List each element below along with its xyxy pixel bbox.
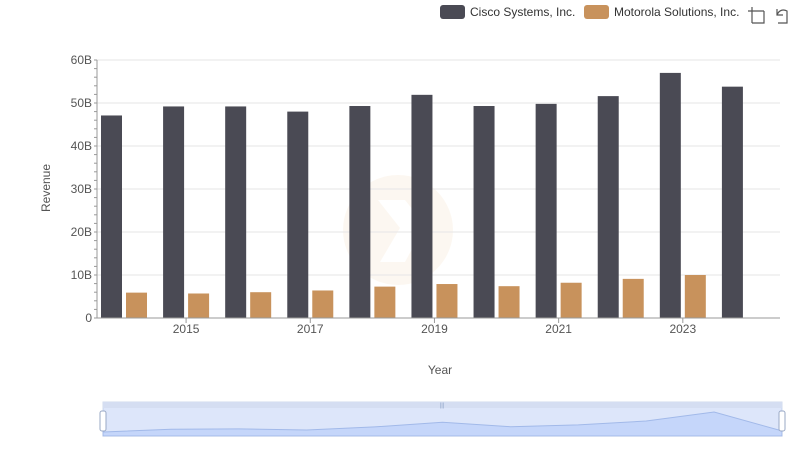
bar-cisco-2019[interactable]: [411, 94, 433, 318]
x-tick-label: 2021: [545, 322, 572, 336]
zoom-handle-left[interactable]: [99, 410, 107, 432]
bar-motorola-2018[interactable]: [374, 286, 396, 318]
zoom-reset-icon[interactable]: [776, 9, 788, 24]
bar-cisco-2022[interactable]: [597, 96, 619, 319]
legend[interactable]: Cisco Systems, Inc. Motorola Solutions, I…: [440, 5, 739, 19]
bar-cisco-2020[interactable]: [473, 106, 495, 318]
y-tick-label: 10B: [71, 268, 92, 282]
y-tick-label: 30B: [71, 182, 92, 196]
x-tick-label: 2017: [297, 322, 324, 336]
zoom-handle-right[interactable]: [778, 410, 786, 432]
bar-motorola-2015[interactable]: [188, 293, 210, 318]
bar-motorola-2021[interactable]: [560, 282, 582, 318]
bar-cisco-2016[interactable]: [225, 106, 247, 318]
x-tick-label: 2019: [421, 322, 448, 336]
y-axis-title: Revenue: [39, 164, 53, 212]
x-axis-title: Year: [428, 363, 452, 377]
bar-cisco-2021[interactable]: [535, 103, 557, 318]
bar-motorola-2020[interactable]: [498, 286, 520, 318]
zoom-top-bar[interactable]: [103, 402, 782, 408]
bar-cisco-2015[interactable]: [163, 106, 185, 318]
bar-cisco-2024[interactable]: [721, 86, 743, 318]
bar-motorola-2014[interactable]: [126, 292, 147, 318]
bar-cisco-2023[interactable]: [659, 72, 681, 319]
y-tick-label: 0: [85, 311, 92, 325]
legend-swatch: [584, 5, 609, 19]
zoom-selected-range[interactable]: [103, 408, 782, 436]
bar-motorola-2019[interactable]: [436, 284, 458, 318]
legend-swatch: [440, 5, 465, 19]
y-tick-label: 20B: [71, 225, 92, 239]
zoom-drag-grip-icon[interactable]: |||: [440, 403, 445, 409]
y-tick-label: 50B: [71, 96, 92, 110]
bar-cisco-2014[interactable]: [101, 115, 122, 318]
bar-cisco-2018[interactable]: [349, 106, 371, 318]
bar-motorola-2017[interactable]: [312, 290, 334, 318]
data-zoom-slider[interactable]: |||: [99, 401, 786, 437]
x-tick-label: 2015: [173, 322, 200, 336]
bars: [101, 72, 743, 319]
bar-motorola-2022[interactable]: [622, 278, 644, 318]
y-axis: 0 10B 20B 30B 40B 50B 60B: [71, 53, 98, 325]
legend-item-cisco[interactable]: Cisco Systems, Inc.: [440, 5, 575, 19]
zoom-preview-area: [102, 411, 783, 437]
x-axis: 2015 2017 2019 2021 2023: [97, 317, 780, 336]
legend-label: Cisco Systems, Inc.: [470, 5, 575, 19]
y-tick-label: 40B: [71, 139, 92, 153]
x-tick-label: 2023: [669, 322, 696, 336]
zoom-select-icon[interactable]: [748, 7, 765, 24]
legend-item-motorola[interactable]: Motorola Solutions, Inc.: [584, 5, 739, 19]
bar-motorola-2023[interactable]: [684, 275, 706, 318]
legend-label: Motorola Solutions, Inc.: [614, 5, 739, 19]
bar-cisco-2017[interactable]: [287, 111, 309, 318]
bar-motorola-2016[interactable]: [250, 292, 272, 318]
y-tick-label: 60B: [71, 53, 92, 67]
